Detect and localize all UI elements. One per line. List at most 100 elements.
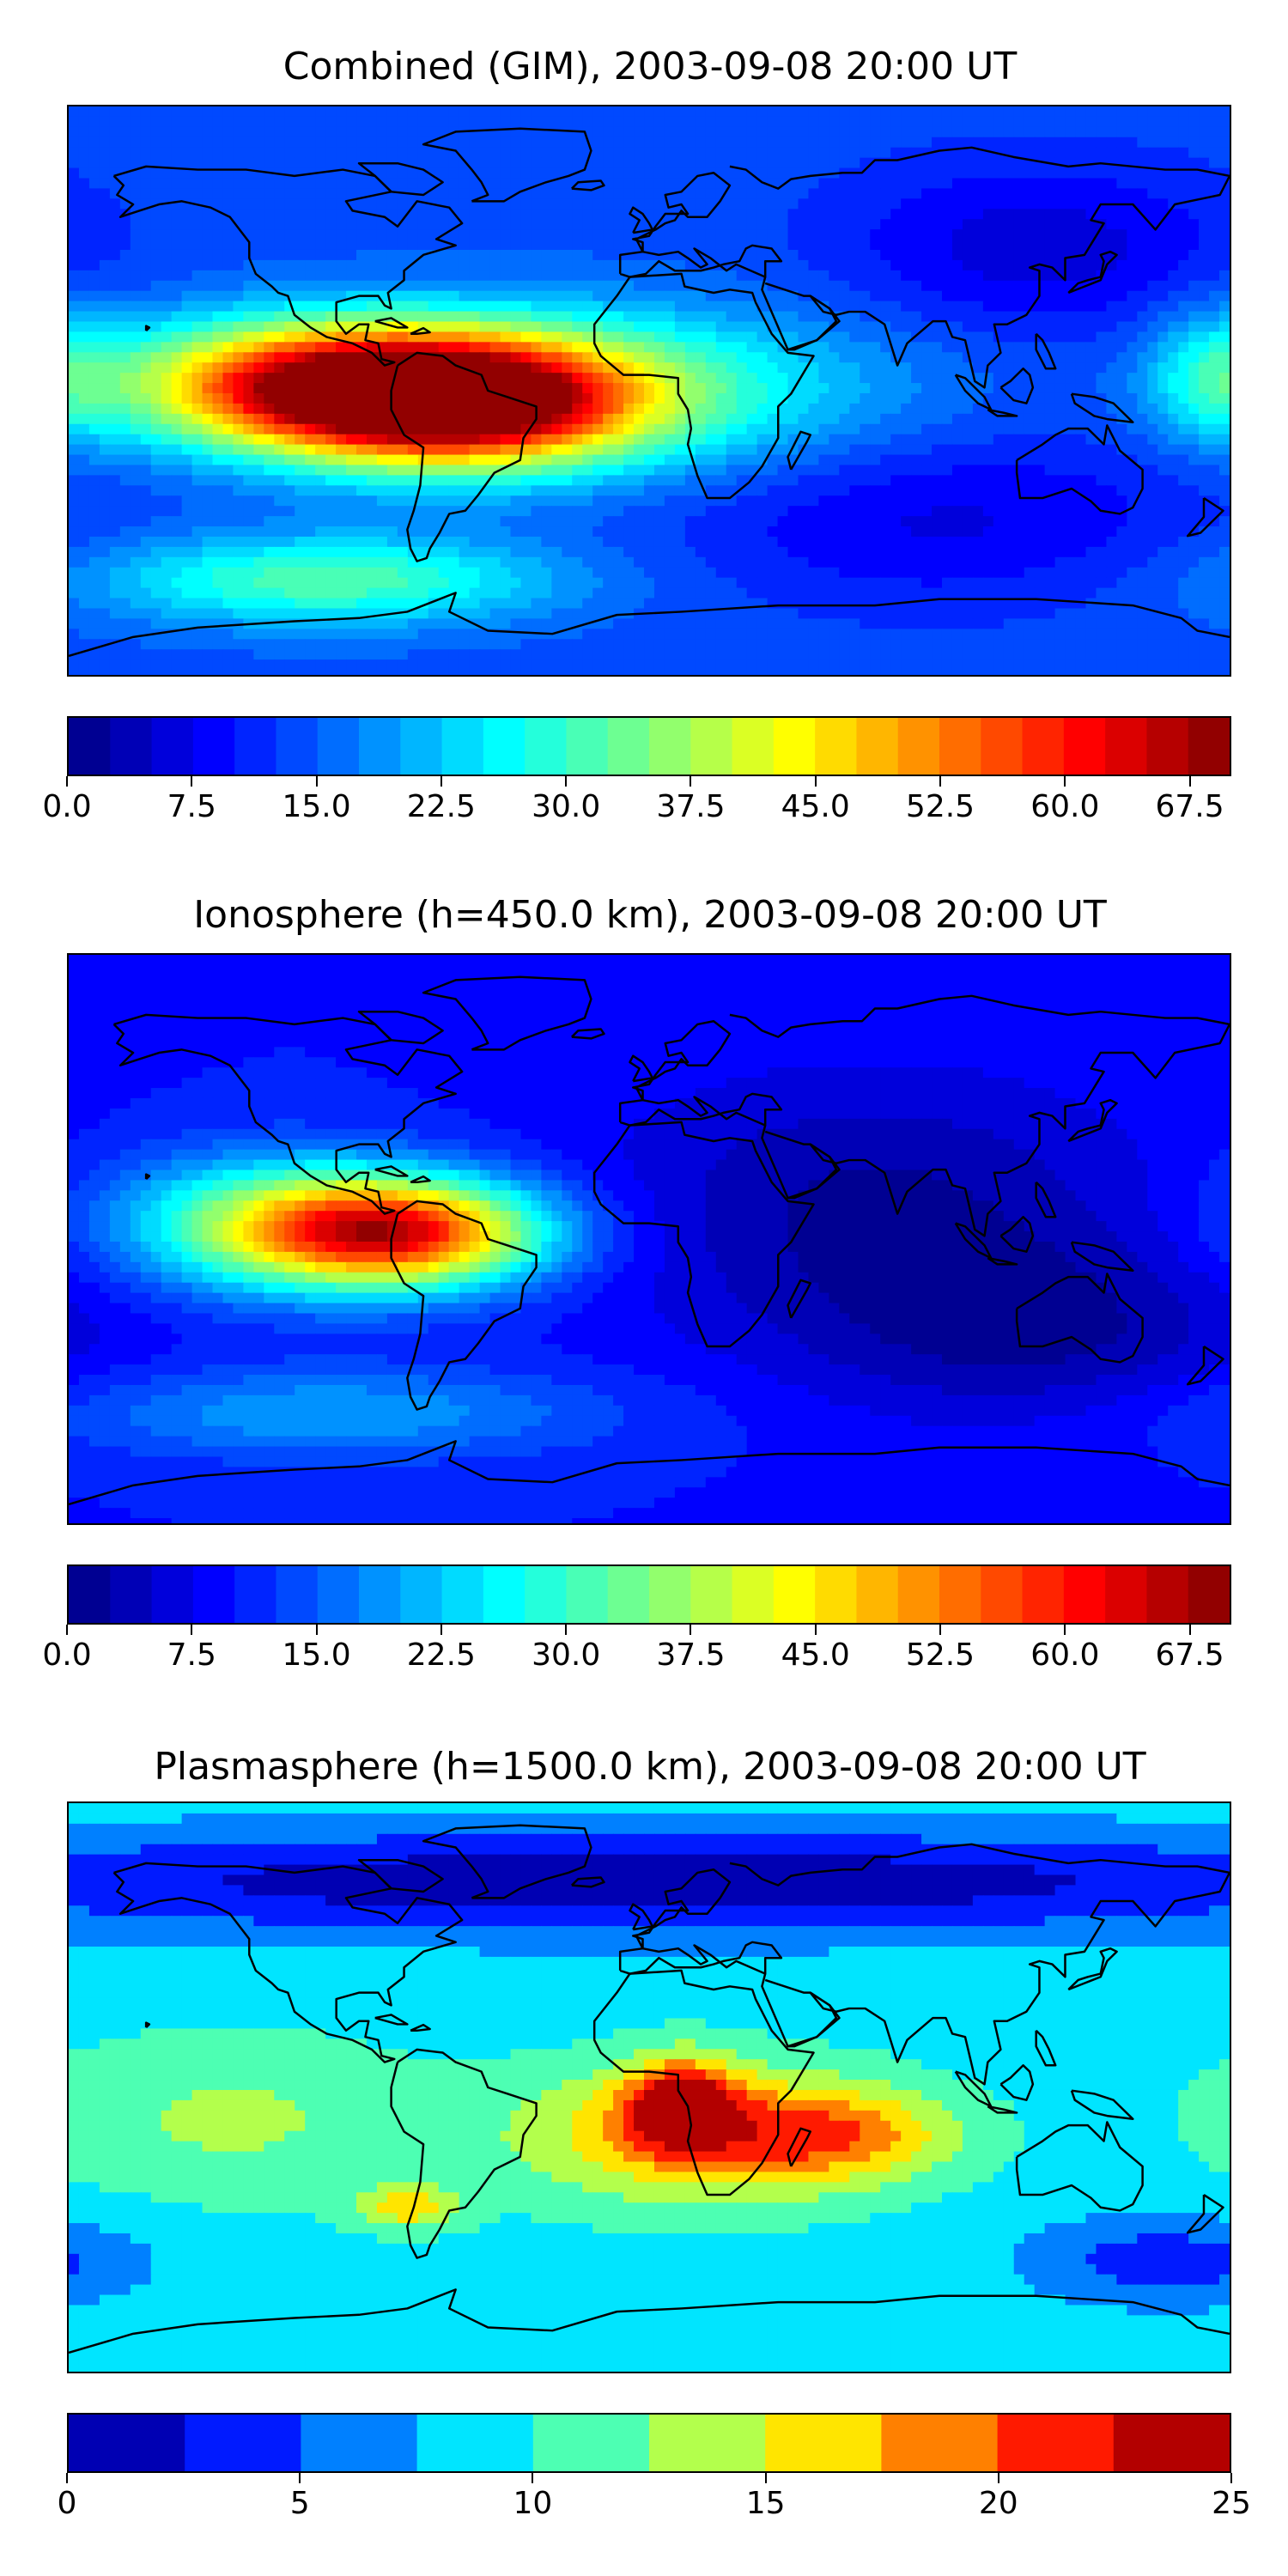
coast-new-guinea (1070, 2089, 1134, 2121)
colorbar-segment (856, 718, 899, 775)
colorbar-tick (1064, 776, 1066, 787)
coast-philippines (1035, 332, 1057, 370)
colorbar-tick (299, 2473, 301, 2483)
colorbar-segment (234, 1566, 276, 1623)
colorbar-ticks-combined: 0.0 7.5 15.0 22.5 30.0 37.5 45.0 52.5 60.0 67.5 (42, 776, 1231, 828)
colorbar-segment (997, 2415, 1115, 2471)
coast-south-america (390, 2048, 538, 2259)
coast-asia (729, 1843, 1230, 2086)
colorbar-tick-label: 7.5 (167, 1637, 216, 1673)
colorbar-tick-label: 45.0 (781, 1637, 850, 1673)
coast-japan (1067, 1098, 1118, 1143)
colorbar-tick (764, 2473, 767, 2483)
coast-baffin (357, 1010, 444, 1045)
colorbar-segment (1105, 718, 1147, 775)
coast-great-britain (629, 1054, 654, 1083)
coast-south-america (390, 1200, 538, 1411)
colorbar-tick-label: 60.0 (1030, 1637, 1100, 1673)
colorbar-tick (191, 1625, 193, 1635)
colorbar-segment (732, 1566, 775, 1623)
coast-australia (1015, 424, 1144, 515)
colorbar-segment (151, 718, 194, 775)
coast-japan (1067, 250, 1118, 295)
colorbar-tick-label: 67.5 (1155, 1637, 1224, 1673)
coast-antarctica (69, 592, 1230, 658)
coast-australia (1015, 1273, 1144, 1364)
colorbar-segment (897, 1566, 940, 1623)
colorbar-tick-label: 25 (1212, 2486, 1251, 2521)
coast-borneo (999, 368, 1035, 404)
coast-new-zealand (1186, 2194, 1224, 2234)
tec-map-ionosphere (67, 953, 1231, 1525)
chart-title-ionosphere: Ionosphere (h=450.0 km), 2003-09-08 20:0… (193, 893, 1107, 937)
coast-europe (618, 1019, 783, 1127)
coast-arabia (764, 1978, 841, 2048)
colorbar-tick (939, 776, 941, 787)
colorbar-segment (1022, 718, 1065, 775)
colorbar-tick-label: 22.5 (406, 789, 476, 824)
colorbar-segment (301, 2415, 418, 2471)
colorbar-tick-label: 0 (57, 2486, 77, 2521)
coast-borneo (999, 2064, 1035, 2101)
colorbar-segment (400, 718, 443, 775)
colorbar-tick (565, 1625, 568, 1635)
colorbar-tick (315, 1625, 318, 1635)
coast-great-britain (629, 1903, 654, 1931)
colorbar-tick-label: 30.0 (532, 789, 601, 824)
colorbar-segment (1146, 1566, 1189, 1623)
coast-asia (729, 146, 1230, 389)
coast-australia (1015, 2121, 1144, 2212)
colorbar-segment (1063, 718, 1106, 775)
coast-java (987, 408, 1018, 417)
colorbar-tick-label: 15 (745, 2486, 786, 2521)
coast-philippines (1035, 2029, 1057, 2067)
coast-iceland (570, 179, 605, 191)
coast-asia (729, 994, 1230, 1237)
colorbar-ticks-plasmasphere: 0 5 10 15 20 25 (58, 2473, 1251, 2524)
colorbar-tick-label: 52.5 (905, 789, 975, 824)
colorbar-segment (69, 1566, 111, 1623)
colorbar-segment (881, 2415, 999, 2471)
colorbar-tick-label: 10 (513, 2486, 553, 2521)
colorbar-segment (359, 1566, 401, 1623)
coast-baffin (357, 161, 444, 197)
colorbar-segment (1063, 1566, 1106, 1623)
coast-europe (618, 171, 783, 278)
colorbar-ticks-ionosphere: 0.0 7.5 15.0 22.5 30.0 37.5 45.0 52.5 60.0 67.5 (42, 1625, 1231, 1676)
colorbar-segment (897, 718, 940, 775)
coast-great-britain (629, 206, 654, 234)
colorbar-segment (317, 1566, 360, 1623)
colorbar-segment (483, 718, 526, 775)
colorbar-segment (765, 2415, 882, 2471)
colorbar-segment (276, 1566, 319, 1623)
colorbar-tick (440, 776, 442, 787)
coast-antarctica (69, 1440, 1230, 1506)
colorbar-tick (1188, 776, 1191, 787)
colorbar-segment (690, 1566, 733, 1623)
colorbar-tick (565, 776, 568, 787)
colorbar-segment (441, 1566, 484, 1623)
colorbar-segment (815, 1566, 857, 1623)
colorbar-segment (1188, 1566, 1230, 1623)
colorbar-tick (1230, 2473, 1232, 2483)
colorbar-segment (192, 1566, 235, 1623)
coast-africa (592, 1969, 815, 2196)
colorbar-tick-label: 37.5 (656, 1637, 726, 1673)
colorbar-tick (690, 776, 692, 787)
colorbar-tick-label: 60.0 (1030, 789, 1100, 824)
colorbar-segment (1113, 2415, 1230, 2471)
colorbar-segment (234, 718, 276, 775)
coast-new-zealand (1186, 497, 1224, 538)
colorbar-segment (981, 718, 1024, 775)
colorbar-segment (1105, 1566, 1147, 1623)
colorbar-tick-label: 0.0 (42, 1637, 92, 1673)
coast-north-america (112, 165, 464, 367)
colorbar-segment (649, 1566, 691, 1623)
coast-arabia (764, 1130, 841, 1200)
chart-title-combined: Combined (GIM), 2003-09-08 20:00 UT (283, 45, 1018, 88)
coast-hispaniola (410, 326, 431, 336)
colorbar-tick (939, 1625, 941, 1635)
coast-hispaniola (410, 2023, 431, 2032)
colorbar-segment (69, 718, 111, 775)
coast-hawaii (144, 1173, 151, 1181)
